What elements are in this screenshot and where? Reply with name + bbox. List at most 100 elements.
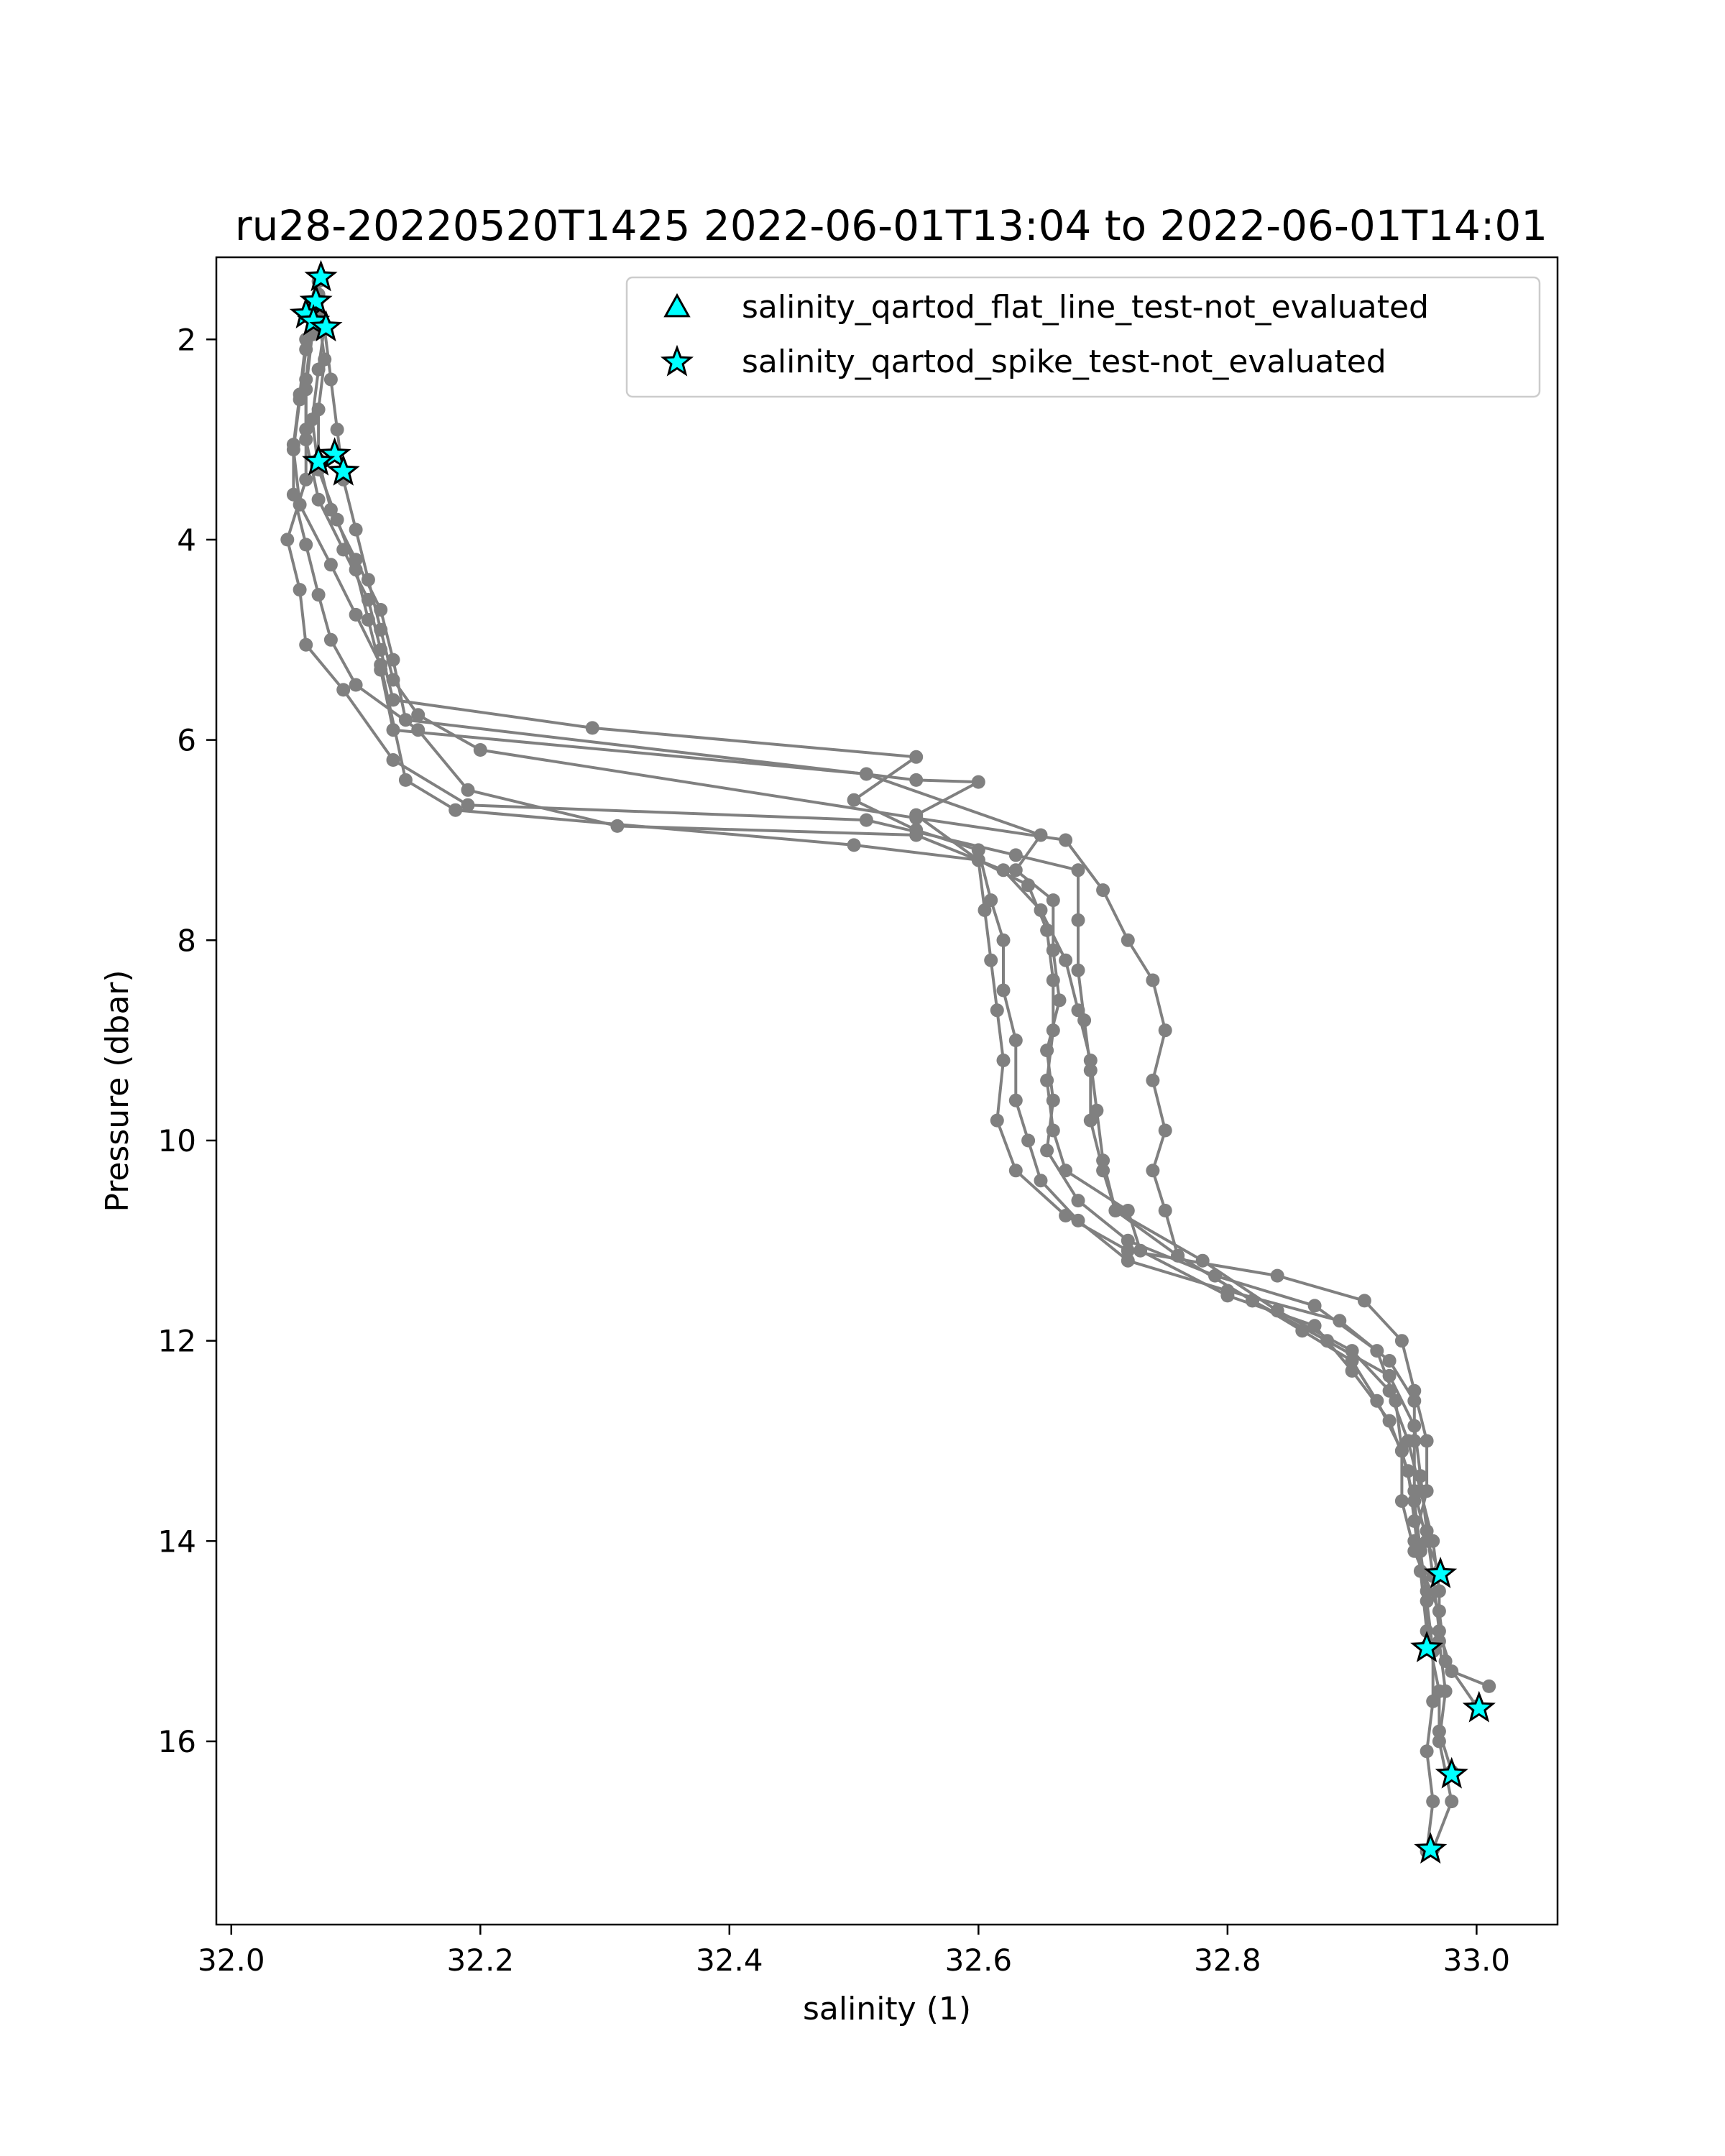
profile-point bbox=[1394, 1334, 1409, 1348]
spike-test-marker bbox=[318, 437, 351, 469]
profile-point bbox=[1146, 973, 1160, 987]
profile-point bbox=[859, 813, 873, 827]
profile-point bbox=[311, 362, 326, 377]
profile-point bbox=[1357, 1294, 1371, 1308]
profile-point bbox=[461, 798, 475, 812]
star-icon bbox=[660, 344, 694, 377]
profile-point bbox=[411, 708, 426, 722]
legend-triangle-marker bbox=[663, 292, 691, 318]
profile-point bbox=[336, 683, 351, 697]
profile-point bbox=[996, 1054, 1011, 1067]
profile-point bbox=[311, 588, 326, 602]
profile-point bbox=[1059, 833, 1073, 847]
profile-point bbox=[1071, 863, 1085, 877]
profile-point bbox=[299, 372, 313, 387]
profile-point bbox=[1413, 1544, 1427, 1558]
profile-point bbox=[585, 721, 599, 735]
profile-point bbox=[1040, 1143, 1054, 1158]
spike-test-marker bbox=[1414, 1832, 1448, 1864]
profile-point bbox=[1121, 1233, 1135, 1248]
y-tick-label: 4 bbox=[177, 522, 196, 558]
profile-point bbox=[1096, 1164, 1110, 1178]
spike-test-marker bbox=[304, 259, 338, 292]
legend-box bbox=[625, 276, 1541, 398]
y-axis: 2 4 6 8 10 12 14 16 bbox=[158, 322, 216, 1759]
profile-point bbox=[461, 783, 475, 797]
profile-point bbox=[330, 512, 344, 527]
profile-point bbox=[1420, 1594, 1434, 1608]
profile-point bbox=[374, 622, 388, 637]
profile-point bbox=[374, 658, 388, 672]
profile-point bbox=[1021, 878, 1036, 893]
profile-point bbox=[1407, 1514, 1422, 1528]
profile-point bbox=[1438, 1684, 1453, 1698]
profile-point bbox=[1420, 1744, 1434, 1759]
profile-point bbox=[349, 678, 363, 692]
profile-point bbox=[349, 607, 363, 622]
profile-point bbox=[978, 903, 992, 917]
profile-point bbox=[1090, 1103, 1104, 1118]
profile-point bbox=[1445, 1664, 1459, 1678]
profile-point bbox=[386, 673, 400, 687]
profile-point bbox=[1071, 913, 1085, 927]
profile-point bbox=[386, 753, 400, 767]
profile-point bbox=[323, 372, 338, 387]
profile-point bbox=[996, 933, 1011, 947]
profile-point bbox=[1407, 1419, 1422, 1433]
x-tick-label: 33.0 bbox=[1443, 1943, 1511, 1978]
y-tick-label: 14 bbox=[158, 1524, 196, 1559]
profile-point bbox=[1158, 1204, 1172, 1217]
profile-point bbox=[1394, 1494, 1409, 1508]
profile-point bbox=[1133, 1243, 1148, 1258]
profile-point bbox=[1394, 1444, 1409, 1458]
profile-point bbox=[299, 637, 313, 652]
profile-point bbox=[1426, 1795, 1440, 1809]
y-tick-label: 8 bbox=[177, 923, 196, 958]
profile-point bbox=[1407, 1494, 1422, 1508]
profile-point bbox=[280, 533, 295, 547]
profile-point bbox=[610, 819, 625, 833]
profile-point bbox=[1158, 1123, 1172, 1138]
profile-point bbox=[1008, 1164, 1023, 1178]
profile-point bbox=[990, 1113, 1004, 1128]
profile-point bbox=[1370, 1344, 1384, 1358]
profile-point bbox=[1083, 1063, 1098, 1077]
legend-star-marker bbox=[660, 344, 694, 377]
profile-point bbox=[1432, 1624, 1446, 1639]
profile-point bbox=[311, 492, 326, 507]
legend-label-spike: salinity_qartod_spike_test-not_evaluated bbox=[742, 344, 1386, 380]
profile-point bbox=[909, 811, 924, 825]
profile-point bbox=[1046, 893, 1060, 908]
profile-point bbox=[305, 413, 319, 427]
profile-point bbox=[984, 953, 998, 967]
profile-point bbox=[299, 538, 313, 552]
profile-line-4 bbox=[292, 309, 1453, 1772]
profile-point bbox=[1071, 963, 1085, 977]
x-axis-label: salinity (1) bbox=[803, 1991, 971, 2027]
profile-point bbox=[1040, 1073, 1054, 1087]
profile-point bbox=[1096, 883, 1110, 898]
profile-point bbox=[293, 583, 307, 597]
x-axis: 32.0 32.2 32.4 32.6 32.8 33.0 bbox=[198, 1925, 1510, 1978]
profile-point bbox=[286, 487, 300, 502]
profile-point bbox=[1059, 953, 1073, 967]
y-tick-label: 6 bbox=[177, 723, 196, 758]
profile-point bbox=[1420, 1524, 1434, 1538]
profile-point bbox=[361, 573, 375, 587]
spike-test-marker bbox=[1435, 1756, 1468, 1789]
x-tick-label: 32.0 bbox=[198, 1943, 265, 1978]
profile-point bbox=[1008, 863, 1023, 877]
y-axis-label: Pressure (dbar) bbox=[99, 969, 136, 1212]
profile-point bbox=[1046, 1123, 1060, 1138]
y-tick-label: 10 bbox=[158, 1123, 196, 1158]
profile-point bbox=[1270, 1268, 1284, 1283]
profile-point bbox=[1034, 903, 1048, 917]
profile-point bbox=[448, 803, 463, 817]
profile-point bbox=[1008, 848, 1023, 862]
profile-point bbox=[299, 472, 313, 487]
profile-point bbox=[1171, 1248, 1185, 1263]
profile-point bbox=[1008, 1093, 1023, 1107]
x-tick-label: 32.6 bbox=[945, 1943, 1013, 1978]
profile-point bbox=[1370, 1393, 1384, 1408]
